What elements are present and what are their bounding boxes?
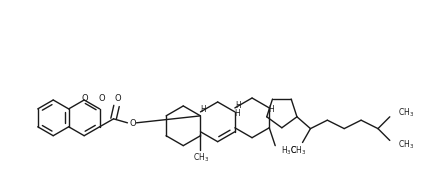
- Text: H: H: [235, 101, 241, 110]
- Text: CH$_3$: CH$_3$: [398, 107, 414, 119]
- Text: CH$_3$: CH$_3$: [194, 151, 210, 164]
- Text: O: O: [98, 94, 105, 103]
- Text: O: O: [82, 94, 89, 103]
- Text: CH$_3$: CH$_3$: [398, 138, 414, 151]
- Text: O: O: [114, 94, 121, 103]
- Text: CH$_3$: CH$_3$: [290, 144, 306, 157]
- Text: H$_3$C: H$_3$C: [281, 144, 298, 157]
- Text: H: H: [268, 105, 274, 114]
- Text: O: O: [129, 119, 136, 128]
- Text: H: H: [234, 109, 240, 118]
- Text: H: H: [201, 105, 206, 114]
